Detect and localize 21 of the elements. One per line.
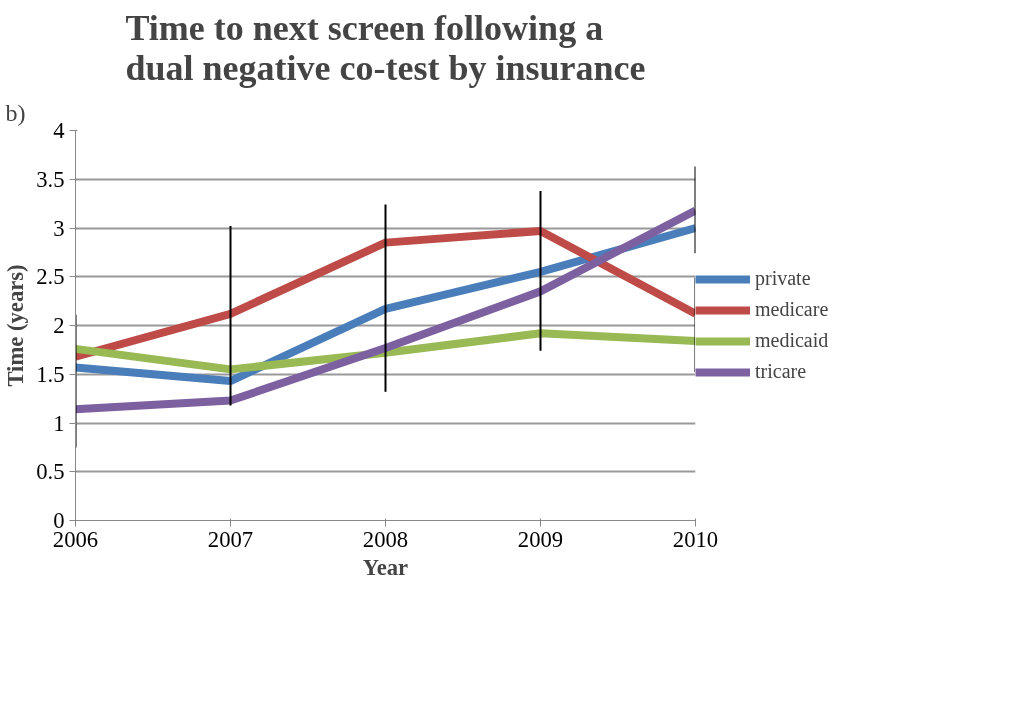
y-tick-label: 0.5 — [36, 459, 65, 485]
y-tick-label: 3 — [53, 215, 65, 241]
legend-label: medicaid — [755, 329, 829, 352]
legend-label: medicare — [755, 298, 829, 321]
x-tick-label: 2008 — [362, 526, 409, 552]
x-tick-label: 2010 — [672, 526, 719, 552]
legend-label: private — [755, 267, 811, 290]
x-tick-label: 2007 — [207, 526, 254, 552]
y-tick-label: 0 — [53, 508, 65, 533]
y-tick-label: 1.5 — [36, 361, 65, 387]
y-tick-label: 4 — [53, 118, 65, 143]
y-tick-label: 1 — [53, 410, 65, 436]
y-tick-label: 3.5 — [36, 166, 65, 192]
y-tick-label: 2 — [53, 313, 65, 338]
y-tick-label: 2.5 — [36, 264, 65, 290]
chart-title: Time to next screen following a dual negative co-test by insurance — [125, 7, 646, 88]
legend-label: tricare — [755, 360, 807, 383]
text: b) — [5, 99, 26, 126]
x-axis-title: Year — [362, 554, 409, 580]
y-axis-title: Time (years) — [3, 264, 29, 387]
x-tick-label: 2009 — [517, 526, 564, 552]
